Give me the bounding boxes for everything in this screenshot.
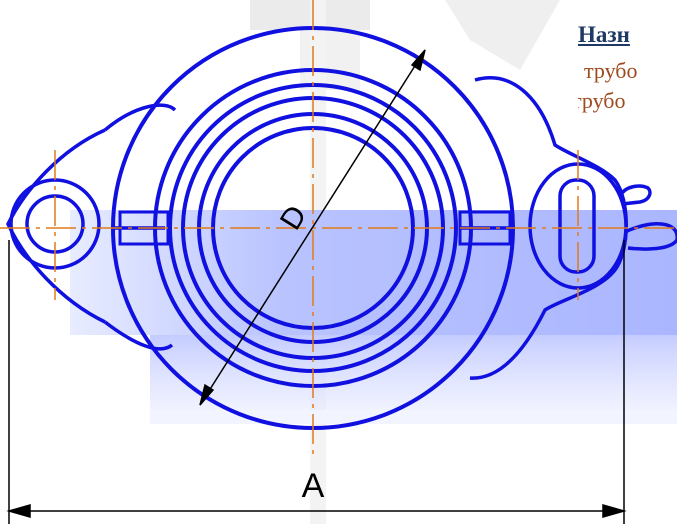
width-label: A [302,467,325,505]
centerlines [0,0,677,455]
caption-heading: Назн [578,22,630,47]
description-caption: Назн трубо трубо [578,14,677,116]
highlight-band [70,210,677,424]
caption-line-1: трубо [584,58,638,83]
caption-line-2: трубо [578,88,626,113]
right-lug [469,76,677,380]
dimension-lines [6,49,627,524]
